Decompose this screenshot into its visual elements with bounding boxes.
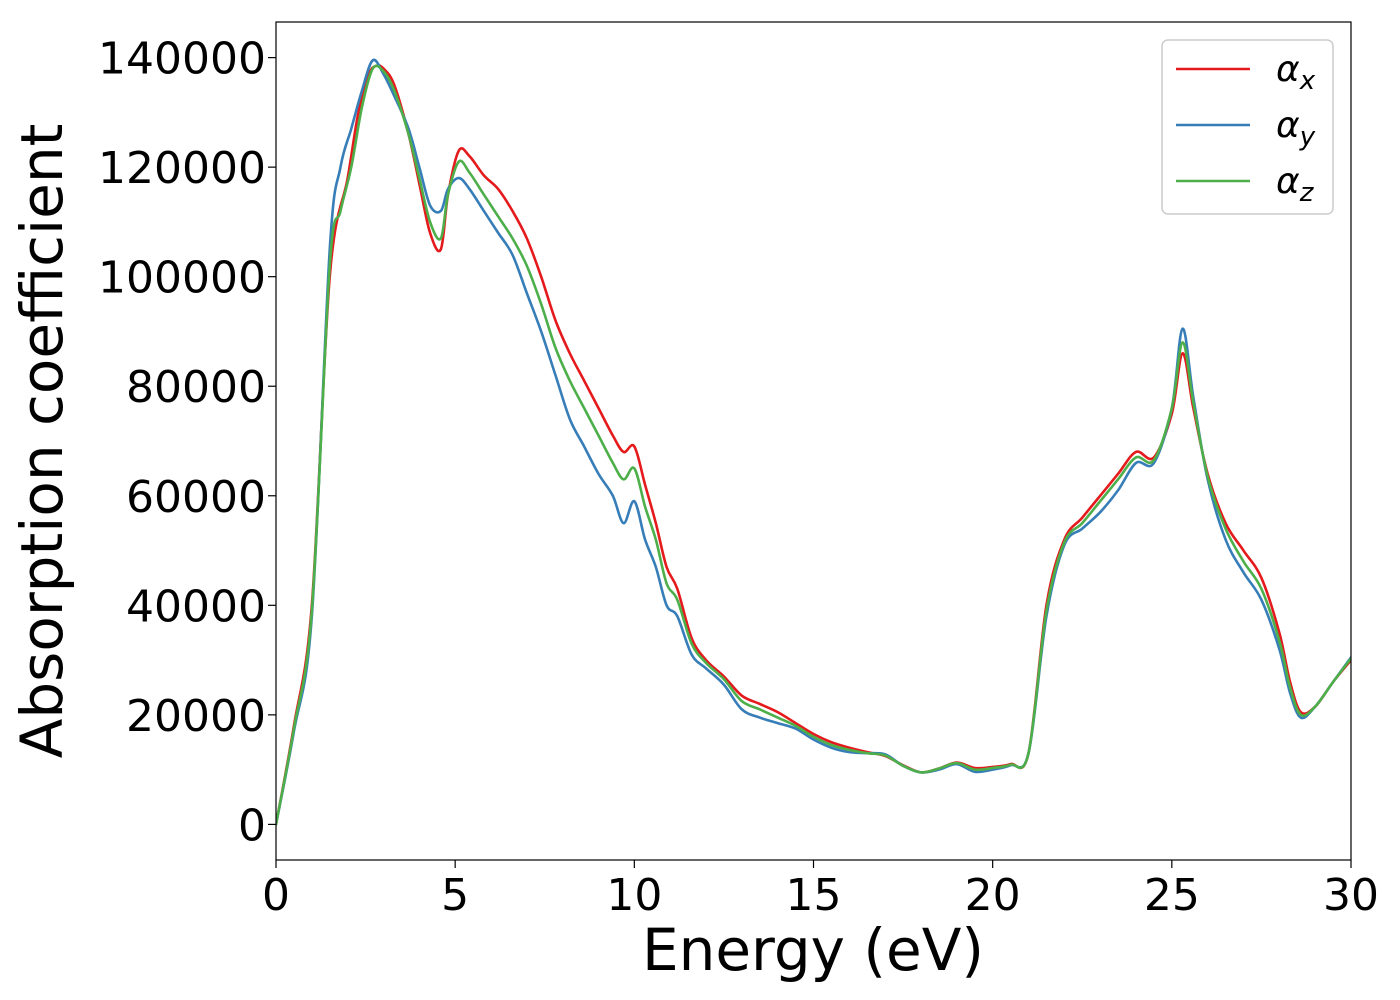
x-axis-title: Energy (eV)	[642, 916, 984, 984]
x-axis: 0 5 10 15 20 25 30	[262, 860, 1379, 921]
x-tick-label: 10	[606, 870, 662, 921]
legend-label-x: αx	[1276, 49, 1316, 96]
y-tick-label: 80000	[126, 362, 266, 413]
legend-label-z: αz	[1276, 161, 1315, 208]
y-tick-label: 0	[238, 800, 266, 851]
y-tick-label: 120000	[98, 143, 266, 194]
x-tick-label: 30	[1323, 870, 1379, 921]
legend-box	[1161, 39, 1334, 215]
y-tick-label: 20000	[126, 691, 266, 742]
legend-label-y: αy	[1276, 105, 1316, 152]
x-tick-label: 15	[786, 870, 842, 921]
series-line-z	[276, 64, 1351, 826]
series-layer	[276, 58, 1351, 826]
x-tick-label: 5	[441, 870, 469, 921]
y-tick-label: 100000	[98, 253, 266, 304]
y-axis-title: Absorption coefficient	[8, 124, 76, 759]
x-tick-label: 25	[1144, 870, 1200, 921]
y-tick-label: 140000	[98, 34, 266, 85]
x-tick-label: 0	[262, 870, 290, 921]
x-tick-label: 20	[965, 870, 1021, 921]
y-tick-label: 40000	[126, 581, 266, 632]
y-axis: 0 20000 40000 60000 80000 100000 120000 140000	[98, 34, 276, 851]
legend: αx αy αz	[1161, 39, 1334, 215]
y-tick-label: 60000	[126, 472, 266, 523]
